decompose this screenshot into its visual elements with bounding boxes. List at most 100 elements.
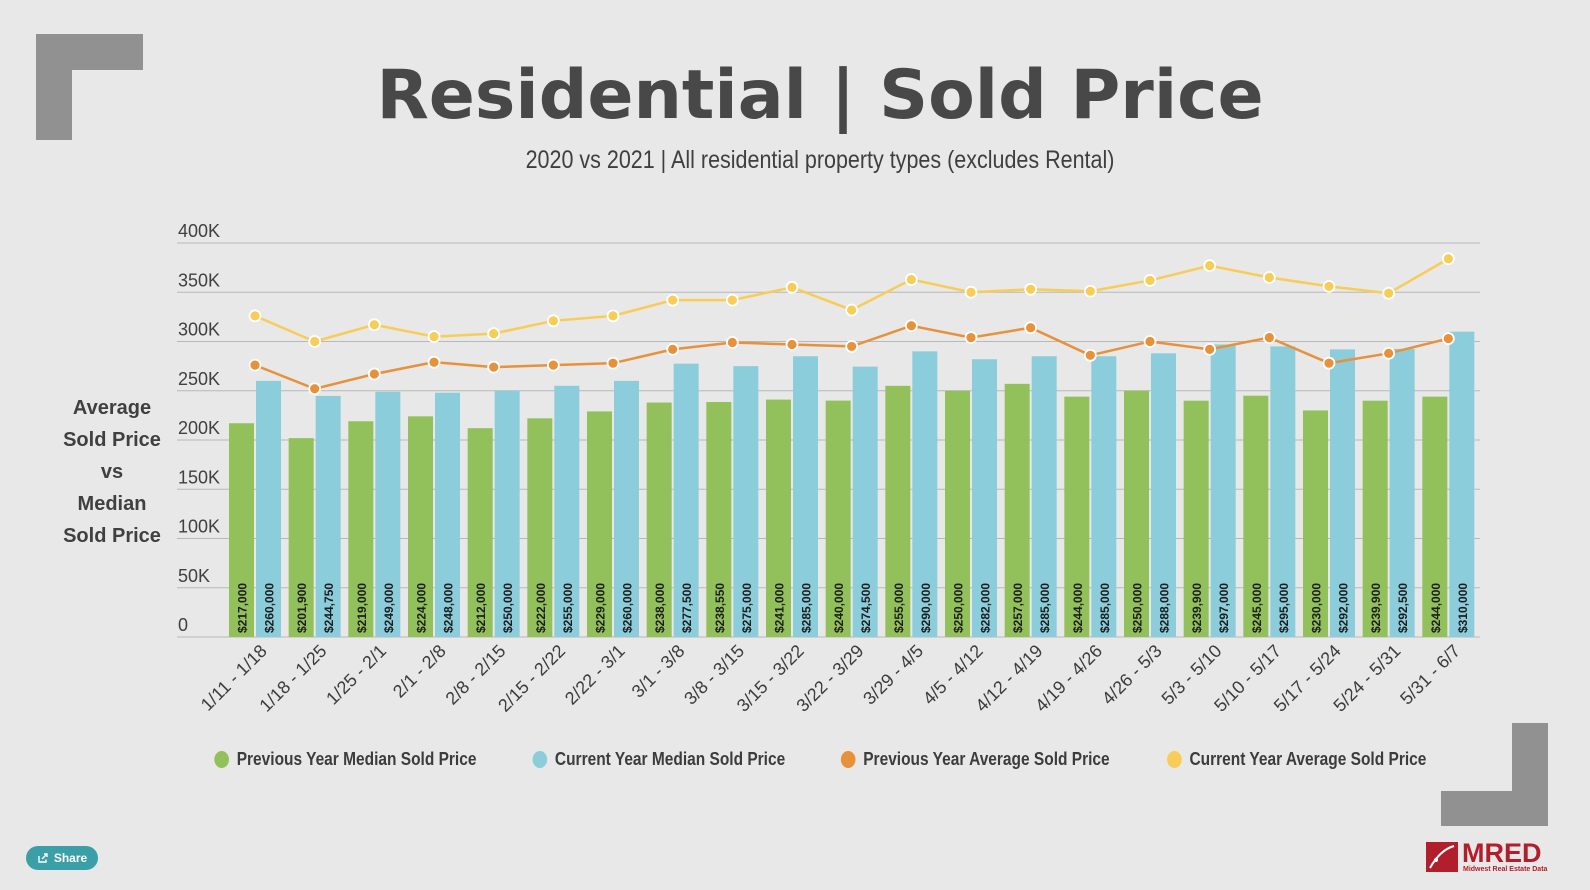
legend-swatch [214,751,229,768]
point-previous-average [666,342,680,356]
bar-current-median [852,366,878,637]
point-current-average [546,314,560,328]
bar-previous-median [766,399,791,637]
x-tick-label: 2/1 - 2/8 [389,641,450,702]
bar-current-median [494,390,520,637]
data-label: $244,000 [1071,583,1085,633]
bar-previous-median [1183,400,1209,637]
y-tick-label: 100K [178,517,220,537]
x-tick-label: 3/1 - 3/8 [628,641,689,702]
data-label: $292,000 [1337,583,1351,633]
data-label: $248,000 [442,583,456,633]
point-current-average [248,309,262,323]
legend-swatch [1166,751,1182,768]
x-tick-label: 4/26 - 5/3 [1098,641,1166,709]
legend-item-prev-median: Previous Year Median Sold Price [214,749,476,770]
share-icon [38,853,48,863]
point-current-average [308,335,322,348]
bar-previous-median [527,418,553,637]
bar-previous-median [1303,410,1328,637]
point-previous-average [725,336,739,349]
data-label: $241,000 [773,583,787,633]
share-label: Share [53,851,88,865]
data-label: $239,900 [1369,583,1383,633]
bar-previous-median [229,423,254,637]
point-previous-average [248,358,262,372]
bar-current-median [1151,353,1176,637]
bar-current-median [912,351,938,637]
legend-item-curr-median: Current Year Median Sold Price [532,749,785,770]
point-previous-average [1143,335,1157,348]
y-axis-label-line: vs [100,461,124,483]
y-tick-label: 400K [178,221,220,241]
data-label: $224,000 [415,583,429,633]
data-label: $257,000 [1011,583,1025,633]
data-label: $238,550 [713,583,727,633]
legend-label: Previous Year Median Sold Price [236,749,477,769]
point-previous-average [1441,332,1455,345]
point-current-average [606,309,620,323]
data-label: $285,000 [1038,583,1052,633]
data-label: $297,000 [1217,583,1231,633]
bar-current-median [972,359,997,637]
point-current-average [725,293,739,307]
y-axis-label-line: Sold Price [63,429,161,451]
data-label: $249,000 [382,583,396,633]
point-current-average [1382,286,1396,300]
x-tick-label: 2/22 - 3/1 [561,641,629,709]
legend-item-curr-average: Current Year Average Sold Price [1166,749,1427,770]
point-previous-average [904,319,918,333]
legend-swatch [841,751,856,768]
data-label: $244,750 [322,583,336,633]
data-label: $310,000 [1456,583,1470,633]
bar-previous-median [587,411,612,637]
x-tick-label: 3/29 - 4/5 [859,641,927,709]
y-axis-label-line: Sold Price [63,525,161,547]
logo-subtext: Midwest Real Estate Data [1463,866,1548,873]
y-tick-label: 150K [178,467,220,487]
point-previous-average [845,340,859,353]
y-axis-label-line: Average [72,397,152,419]
data-label: $255,000 [561,583,575,633]
bar-previous-median [467,428,493,637]
data-label: $217,000 [236,583,250,633]
legend-label: Previous Year Average Sold Price [863,749,1110,769]
data-label: $274,500 [859,583,873,633]
point-previous-average [785,338,799,351]
bar-previous-median [945,390,970,637]
point-current-average [904,273,918,286]
logo-text: MRED [1462,838,1542,868]
data-label: $292,500 [1396,583,1410,633]
point-current-average [1143,274,1157,287]
point-current-average [1203,259,1217,273]
bar-current-median [1330,349,1355,637]
data-label: $222,000 [534,583,548,633]
bar-previous-median [1422,396,1448,637]
bar-current-median [1389,348,1415,637]
x-tick-label: 5/31 - 6/7 [1396,641,1464,709]
point-previous-average [367,367,381,381]
y-tick-label: 250K [178,369,220,389]
bar-current-median [1449,331,1475,637]
share-button[interactable]: Share [26,846,98,870]
point-current-average [367,318,381,332]
point-current-average [487,327,501,341]
point-previous-average [606,356,620,370]
bar-current-median [793,356,818,637]
data-label: $240,000 [832,583,846,633]
point-previous-average [427,355,441,369]
bar-current-median [1031,356,1057,637]
point-current-average [1441,252,1455,266]
data-label: $285,000 [800,583,814,633]
bar-current-median [733,366,759,637]
legend-label: Current Year Average Sold Price [1189,749,1427,769]
data-label: $250,000 [501,583,515,633]
point-previous-average [546,358,560,372]
data-label: $238,000 [653,583,667,633]
point-current-average [1083,284,1097,298]
data-label: $290,000 [919,583,933,633]
data-label: $244,000 [1429,583,1443,633]
corner-decoration-bottom-right [1441,723,1548,826]
y-axis-label: Average Sold Price vs Median Sold Price [52,392,172,552]
